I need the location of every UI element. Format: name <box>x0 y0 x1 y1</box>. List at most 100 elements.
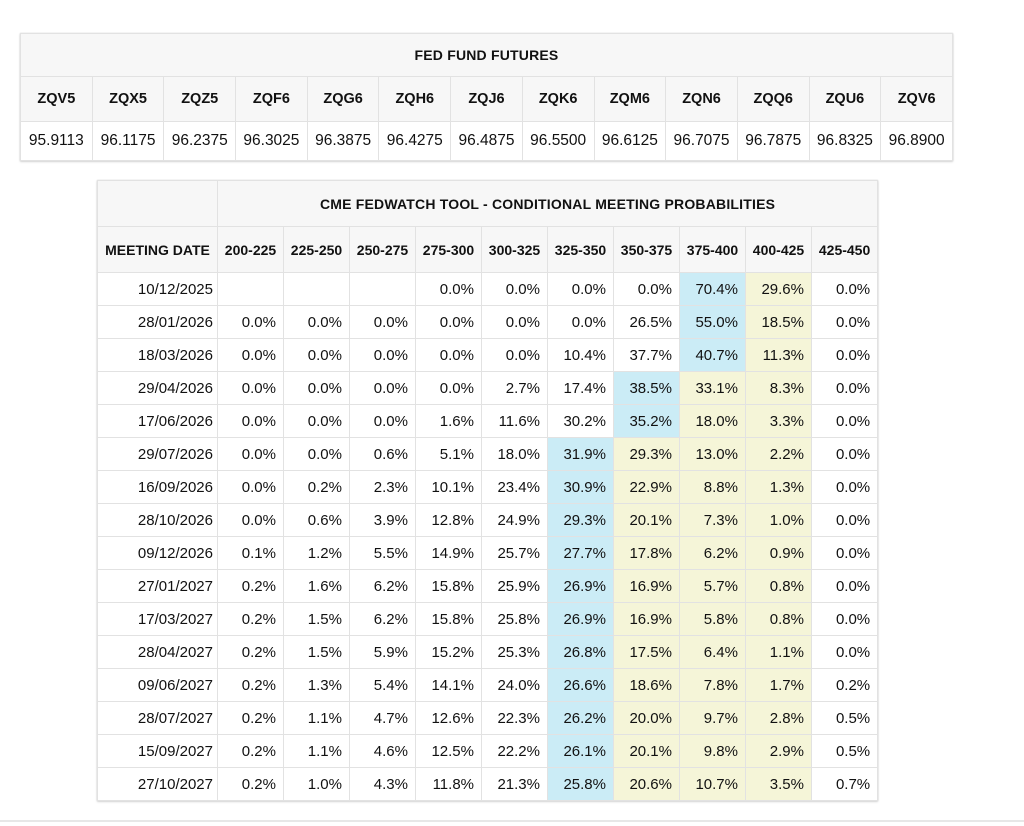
probability-cell <box>283 272 350 306</box>
meeting-date-cell: 28/10/2026 <box>97 503 218 537</box>
fedwatch-row: 27/10/2027 0.2% 1.0% 4.3% 11.8% 21.3% 25.8% 20.… <box>97 767 879 801</box>
fedwatch-table-title: CME FEDWATCH TOOL - CONDITIONAL MEETING … <box>216 180 879 227</box>
probability-cell: 0.9% <box>745 536 812 570</box>
probability-cell: 27.7% <box>547 536 614 570</box>
probability-cell: 10.4% <box>547 338 614 372</box>
probability-cell: 0.0% <box>283 437 350 471</box>
probability-cell: 0.7% <box>810 767 879 801</box>
probability-cell: 33.1% <box>679 371 746 405</box>
probability-cell: 5.9% <box>349 635 416 669</box>
probability-cell: 0.0% <box>415 305 482 339</box>
probability-cell: 24.9% <box>481 503 548 537</box>
meeting-date-cell: 17/06/2026 <box>97 404 218 438</box>
probability-cell: 2.2% <box>745 437 812 471</box>
probability-cell: 40.7% <box>679 338 746 372</box>
probability-cell: 0.0% <box>217 404 284 438</box>
probability-cell: 37.7% <box>613 338 680 372</box>
probability-cell: 6.4% <box>679 635 746 669</box>
probability-cell: 1.7% <box>745 668 812 702</box>
meeting-date-cell: 28/04/2027 <box>97 635 218 669</box>
meeting-date-cell: 15/09/2027 <box>97 734 218 768</box>
probability-cell: 1.6% <box>283 569 350 603</box>
probability-cell: 18.5% <box>745 305 812 339</box>
fedwatch-header-row: MEETING DATE 200-225 225-250 250-275 275-30… <box>97 226 879 273</box>
probability-cell: 70.4% <box>679 272 746 306</box>
rate-range-header: 200-225 <box>217 226 284 273</box>
probability-cell: 0.2% <box>283 470 350 504</box>
probability-cell: 0.2% <box>217 635 284 669</box>
probability-cell: 0.0% <box>217 305 284 339</box>
probability-cell: 6.2% <box>349 569 416 603</box>
meeting-date-cell: 16/09/2026 <box>97 470 218 504</box>
probability-cell: 26.1% <box>547 734 614 768</box>
probability-cell: 1.0% <box>283 767 350 801</box>
futures-price-cell: 96.3875 <box>306 121 380 161</box>
probability-cell: 9.8% <box>679 734 746 768</box>
probability-cell: 5.1% <box>415 437 482 471</box>
probability-cell: 26.8% <box>547 635 614 669</box>
probability-cell: 5.4% <box>349 668 416 702</box>
probability-cell: 0.0% <box>547 305 614 339</box>
probability-cell: 30.2% <box>547 404 614 438</box>
futures-contract-header: ZQU6 <box>808 76 882 122</box>
futures-price-cell: 96.7075 <box>665 121 738 161</box>
probability-cell: 1.1% <box>283 701 350 735</box>
probability-cell: 1.5% <box>283 635 350 669</box>
probability-cell: 8.8% <box>679 470 746 504</box>
probability-cell: 0.0% <box>415 272 482 306</box>
probability-cell: 6.2% <box>679 536 746 570</box>
probability-cell: 1.6% <box>415 404 482 438</box>
probability-cell: 20.1% <box>613 503 680 537</box>
probability-cell: 9.7% <box>679 701 746 735</box>
probability-cell: 22.9% <box>613 470 680 504</box>
rate-range-header: 425-450 <box>810 226 879 273</box>
probability-cell: 29.3% <box>613 437 680 471</box>
fedwatch-row: 17/06/2026 0.0% 0.0% 0.0% 1.6% 11.6% 30.2% 35.2… <box>97 404 879 438</box>
probability-cell: 12.8% <box>415 503 482 537</box>
probability-cell: 1.5% <box>283 602 350 636</box>
probability-cell: 1.2% <box>283 536 350 570</box>
probability-cell: 0.0% <box>349 338 416 372</box>
rate-range-header: 300-325 <box>481 226 548 273</box>
probability-cell: 22.2% <box>481 734 548 768</box>
probability-cell: 16.9% <box>613 602 680 636</box>
probability-cell: 30.9% <box>547 470 614 504</box>
probability-cell: 14.9% <box>415 536 482 570</box>
rate-range-header: 375-400 <box>679 226 746 273</box>
probability-cell: 0.5% <box>810 734 879 768</box>
probability-cell: 0.2% <box>810 668 879 702</box>
futures-contract-header: ZQG6 <box>306 76 380 122</box>
probability-cell: 0.0% <box>217 371 284 405</box>
probability-cell: 0.0% <box>481 338 548 372</box>
rate-range-header: 400-425 <box>745 226 812 273</box>
probability-cell: 6.2% <box>349 602 416 636</box>
futures-price-cell: 96.1175 <box>91 121 165 161</box>
meeting-date-header: MEETING DATE <box>97 226 218 273</box>
probability-cell: 26.5% <box>613 305 680 339</box>
probability-cell: 14.1% <box>415 668 482 702</box>
probability-cell: 15.2% <box>415 635 482 669</box>
probability-cell: 0.0% <box>810 503 879 537</box>
probability-cell: 0.0% <box>810 272 879 306</box>
probability-cell: 25.8% <box>547 767 614 801</box>
probability-cell: 5.8% <box>679 602 746 636</box>
probability-cell: 23.4% <box>481 470 548 504</box>
probability-cell <box>217 272 284 306</box>
futures-contract-header: ZQH6 <box>378 76 452 122</box>
futures-contract-header: ZQX5 <box>91 76 165 122</box>
probability-cell: 0.0% <box>810 437 879 471</box>
probability-cell: 0.0% <box>283 338 350 372</box>
rate-range-header: 325-350 <box>547 226 614 273</box>
probability-cell: 0.0% <box>810 371 879 405</box>
futures-contract-header: ZQM6 <box>593 76 667 122</box>
probability-cell: 0.0% <box>810 404 879 438</box>
probability-cell: 20.6% <box>613 767 680 801</box>
fedwatch-row: 28/04/2027 0.2% 1.5% 5.9% 15.2% 25.3% 26.8% 17.… <box>97 635 879 669</box>
probability-cell: 0.0% <box>613 272 680 306</box>
probability-cell: 16.9% <box>613 569 680 603</box>
futures-price-cell: 96.7875 <box>736 121 810 161</box>
rate-range-header: 350-375 <box>613 226 680 273</box>
probability-cell: 5.5% <box>349 536 416 570</box>
meeting-date-cell: 18/03/2026 <box>97 338 218 372</box>
